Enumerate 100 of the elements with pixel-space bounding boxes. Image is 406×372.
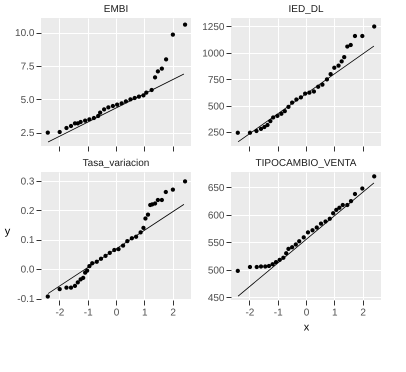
point [258,126,264,131]
point [331,211,336,216]
point [152,75,158,80]
point [110,104,116,108]
point [342,55,346,60]
chart-title: TIPOCAMBIO_VENTA [256,158,357,169]
point [98,110,102,115]
x-tick-label: 0 [114,308,120,318]
x-tick-label: -1 [84,308,94,318]
y-tick-label: 600 [208,210,225,222]
point [258,264,264,269]
point [328,72,333,76]
point [78,120,83,124]
point [160,198,164,202]
y-tick-label: 750 [208,74,225,86]
y-tick-label: 250 [208,128,225,139]
point [262,124,267,130]
point [310,228,315,232]
point [236,130,240,135]
x-tick-label: -2 [55,308,65,318]
point [340,59,344,64]
point [352,34,358,38]
point [156,69,160,74]
point [336,63,341,68]
point [248,264,252,270]
y-tick-label: 650 [208,182,225,194]
point [372,174,376,179]
y-axis-title: y [4,226,11,238]
point [302,235,306,240]
point [68,124,74,128]
point [279,112,284,116]
point [164,57,168,62]
point [102,107,106,112]
y-tick-label: 7.5 [20,62,35,72]
point [306,230,310,235]
point [143,216,148,221]
point [263,264,268,269]
point [360,186,364,191]
y-tick-label: -0.1 [17,294,35,306]
point [156,198,160,202]
point [284,251,288,256]
point [182,179,188,184]
x-tick-label: -2 [245,308,255,318]
point [83,118,88,123]
y-tick-label: 0.2 [20,206,35,217]
y-tick-label: 550 [208,238,225,249]
point [72,284,78,288]
x-tick-label: 1 [142,308,148,318]
point [182,22,188,27]
point [152,201,158,206]
point [64,126,69,130]
point [348,42,353,48]
y-tick-label: 450 [208,292,225,304]
point [170,32,176,37]
point [290,245,294,250]
point [254,264,259,270]
point [64,286,69,290]
y-tick-label: 0.3 [20,176,35,188]
point [81,276,86,280]
x-tick-label: 0 [304,308,310,318]
point [318,222,324,226]
point [115,102,120,107]
x-tick-label: -1 [274,308,284,318]
point [46,294,50,299]
y-tick-label: 5.0 [20,94,35,106]
point [76,280,80,284]
point [337,206,342,210]
point [164,190,168,194]
point [334,208,338,212]
y-tick-label: 2.5 [20,128,35,140]
point [141,226,146,230]
chart-title: Tasa_variacion [82,158,150,169]
y-tick-label: 10.0 [15,28,35,40]
point [160,66,164,71]
point [352,192,358,196]
point [332,66,336,70]
y-tick-label: 1250 [202,22,225,33]
point [146,212,150,217]
y-tick-label: 0.1 [20,235,35,246]
point [314,225,319,230]
chart-title: IED_DL [288,4,324,15]
x-tick-label: 2 [360,308,366,318]
point [265,122,270,128]
point [270,262,275,266]
point [297,239,302,244]
y-tick-label: 0.0 [20,264,35,276]
y-tick-label: 1000 [202,48,225,60]
point [46,130,50,135]
point [266,264,272,268]
point [236,268,240,273]
chart-title: EMBI [104,4,128,15]
point [340,202,345,208]
point [345,44,350,49]
x-axis-title: x [304,322,310,334]
x-tick-label: 2 [170,308,176,318]
y-tick-label: 500 [208,101,225,112]
point [170,188,176,192]
point [68,286,74,290]
point [286,246,291,252]
point [85,268,90,273]
